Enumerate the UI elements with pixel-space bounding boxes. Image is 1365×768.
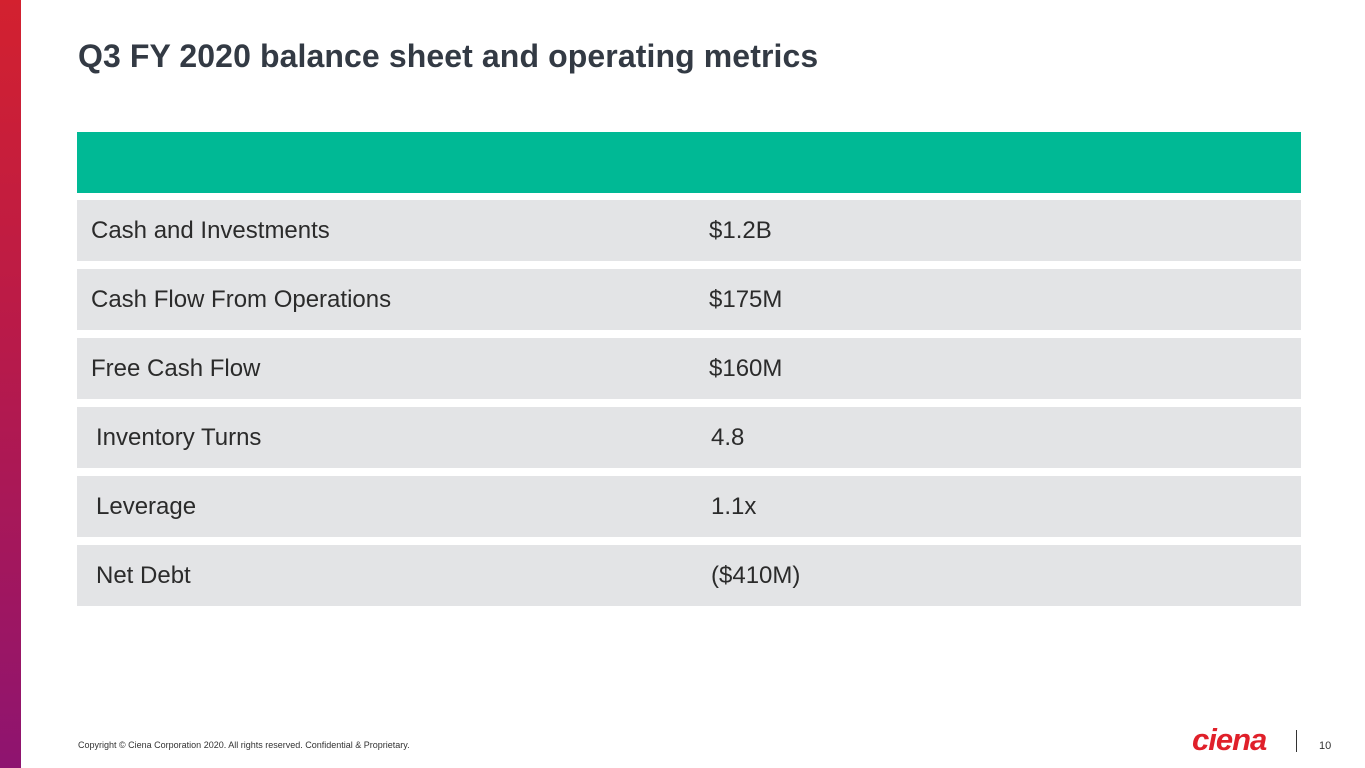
table-row: Cash Flow From Operations $175M	[77, 269, 1301, 330]
row-value: $1.2B	[709, 217, 772, 244]
table-row: Leverage 1.1x	[77, 476, 1301, 537]
table-row: Cash and Investments $1.2B	[77, 200, 1301, 261]
row-label: Net Debt	[96, 562, 191, 589]
table-row: Free Cash Flow $160M	[77, 338, 1301, 399]
row-label: Inventory Turns	[96, 424, 262, 451]
row-value: 4.8	[711, 424, 745, 451]
copyright-text: Copyright © Ciena Corporation 2020. All …	[78, 740, 410, 750]
row-label: Leverage	[96, 493, 197, 520]
footer-divider	[1296, 730, 1297, 752]
page-number: 10	[1319, 740, 1332, 752]
table-row: Inventory Turns 4.8	[77, 407, 1301, 468]
metrics-table: Cash and Investments $1.2B Cash Flow Fro…	[77, 132, 1301, 614]
row-value: $160M	[709, 355, 783, 382]
table-row: Net Debt ($410M)	[77, 545, 1301, 606]
page-title: Q3 FY 2020 balance sheet and operating m…	[78, 38, 819, 74]
table-header	[77, 132, 1301, 193]
row-value: $175M	[709, 286, 783, 313]
row-value: ($410M)	[711, 562, 801, 589]
row-label: Free Cash Flow	[91, 355, 261, 382]
row-label: Cash and Investments	[91, 217, 330, 244]
row-value: 1.1x	[711, 493, 757, 520]
row-label: Cash Flow From Operations	[91, 286, 392, 313]
ciena-logo: ciena	[1192, 722, 1267, 757]
accent-bar	[0, 0, 21, 768]
